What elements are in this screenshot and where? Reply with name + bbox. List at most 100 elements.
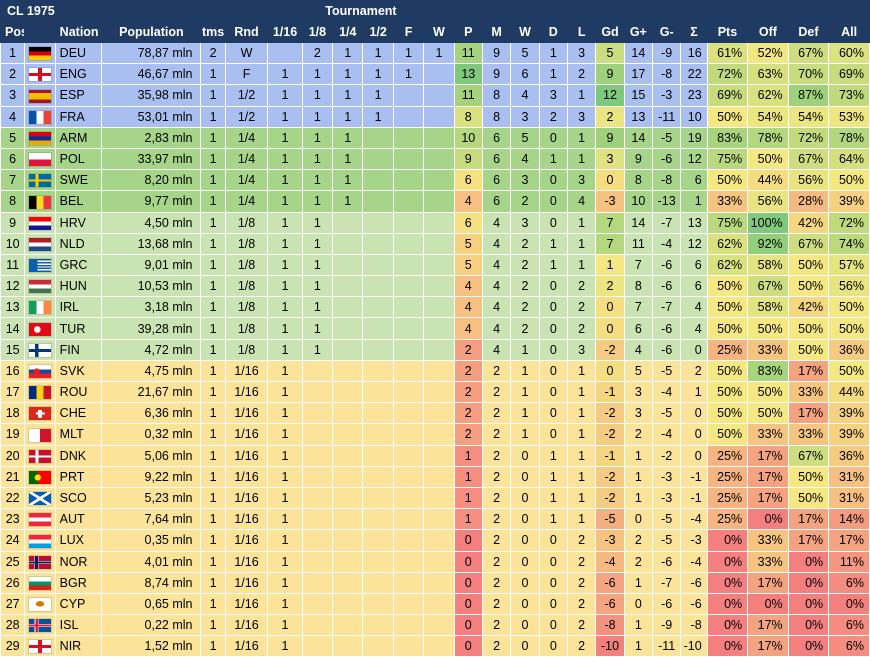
matches-cell[interactable]: 2 [481,486,512,510]
matches-cell[interactable]: 4 [481,253,512,277]
sum-cell[interactable]: -4 [680,550,708,573]
header-pts-pct[interactable]: Pts [706,21,749,43]
nation-cell[interactable]: ISL [54,614,103,637]
wins-cell[interactable]: 4 [510,84,540,107]
goals-against-cell[interactable]: -11 [652,635,682,657]
header-population[interactable]: Population [101,21,202,43]
wins-cell[interactable]: 3 [510,211,540,234]
r4-cell[interactable] [332,359,364,383]
wins-cell[interactable]: 2 [510,296,540,319]
def-pct-cell[interactable]: 67% [787,444,830,467]
goals-for-cell[interactable]: 2 [623,550,654,573]
goal-diff-cell[interactable]: 3 [595,147,625,171]
pos-cell[interactable]: 26 [0,571,26,594]
wins-cell[interactable]: 2 [510,275,540,298]
all-pct-cell[interactable]: 50% [828,359,870,383]
r16-cell[interactable]: 1 [267,84,303,107]
goals-for-cell[interactable]: 1 [623,444,654,467]
nation-cell[interactable]: NOR [54,550,103,573]
r16-cell[interactable]: 1 [267,211,303,234]
all-pct-cell[interactable]: 0% [828,592,870,616]
sum-cell[interactable]: 12 [680,232,708,255]
sum-cell[interactable]: -1 [680,486,708,510]
flag-cell[interactable] [24,232,56,255]
winner-cell[interactable] [423,486,455,510]
round-cell[interactable]: 1/4 [224,190,269,213]
goals-for-cell[interactable]: 1 [623,614,654,637]
def-pct-cell[interactable]: 67% [787,232,830,255]
r2-cell[interactable] [362,444,394,467]
off-pct-cell[interactable]: 58% [747,253,789,277]
points-cell[interactable]: 5 [453,232,483,255]
nation-cell[interactable]: POL [54,147,103,171]
table-row[interactable]: 1 DEU 78,87 mln 2 W 2 1 1 1 1 11 9 5 1 3 5 14 -9 16 61% 52% 6… [0,41,870,65]
all-pct-cell[interactable]: 50% [828,317,870,340]
points-cell[interactable]: 1 [453,508,483,531]
r2-cell[interactable] [362,486,394,510]
r2-cell[interactable] [362,402,394,425]
r4-cell[interactable]: 1 [332,105,364,128]
pos-cell[interactable]: 27 [0,592,26,616]
losses-cell[interactable]: 1 [566,232,597,255]
flag-cell[interactable] [24,63,56,86]
pos-cell[interactable]: 10 [0,232,26,255]
r4-cell[interactable] [332,465,364,488]
pos-cell[interactable]: 28 [0,614,26,637]
round-cell[interactable]: 1/16 [224,508,269,531]
flag-cell[interactable] [24,465,56,488]
r2-cell[interactable] [362,232,394,255]
def-pct-cell[interactable]: 56% [787,169,830,192]
off-pct-cell[interactable]: 52% [747,41,789,65]
def-pct-cell[interactable]: 50% [787,338,830,361]
losses-cell[interactable]: 1 [566,444,597,467]
winner-cell[interactable] [423,359,455,383]
def-pct-cell[interactable]: 17% [787,359,830,383]
def-pct-cell[interactable]: 72% [787,126,830,149]
pts-pct-cell[interactable]: 0% [706,571,749,594]
off-pct-cell[interactable]: 54% [747,105,789,128]
goal-diff-cell[interactable]: -2 [595,486,625,510]
population-cell[interactable]: 78,87 mln [101,41,202,65]
all-pct-cell[interactable]: 56% [828,275,870,298]
wins-cell[interactable]: 0 [510,592,540,616]
pos-cell[interactable]: 13 [0,296,26,319]
goal-diff-cell[interactable]: 0 [595,317,625,340]
pts-pct-cell[interactable]: 25% [706,444,749,467]
r4-cell[interactable] [332,550,364,573]
pts-pct-cell[interactable]: 50% [706,275,749,298]
goals-against-cell[interactable]: -5 [652,508,682,531]
off-pct-cell[interactable]: 33% [747,550,789,573]
wins-cell[interactable]: 0 [510,465,540,488]
r2-cell[interactable]: 1 [362,41,394,65]
r2-cell[interactable] [362,338,394,361]
r2-cell[interactable] [362,423,394,446]
winner-cell[interactable] [423,169,455,192]
population-cell[interactable]: 1,52 mln [101,635,202,657]
matches-cell[interactable]: 4 [481,296,512,319]
losses-cell[interactable]: 2 [566,275,597,298]
r8-cell[interactable] [301,529,334,552]
points-cell[interactable]: 0 [453,592,483,616]
wins-cell[interactable]: 5 [510,41,540,65]
tms-cell[interactable]: 1 [200,486,226,510]
r4-cell[interactable] [332,232,364,255]
pos-cell[interactable]: 22 [0,486,26,510]
r4-cell[interactable]: 1 [332,41,364,65]
r2-cell[interactable] [362,126,394,149]
header-goals-against[interactable]: G- [652,21,682,43]
losses-cell[interactable]: 4 [566,190,597,213]
points-cell[interactable]: 11 [453,41,483,65]
matches-cell[interactable]: 6 [481,147,512,171]
r8-cell[interactable] [301,486,334,510]
r8-cell[interactable]: 2 [301,41,334,65]
r8-cell[interactable] [301,465,334,488]
goal-diff-cell[interactable]: 9 [595,63,625,86]
goal-diff-cell[interactable]: -3 [595,529,625,552]
losses-cell[interactable]: 1 [566,486,597,510]
wins-cell[interactable]: 2 [510,232,540,255]
flag-cell[interactable] [24,338,56,361]
sum-cell[interactable]: 22 [680,63,708,86]
nation-cell[interactable]: ROU [54,380,103,404]
sum-cell[interactable]: 12 [680,147,708,171]
goal-diff-cell[interactable]: 0 [595,169,625,192]
